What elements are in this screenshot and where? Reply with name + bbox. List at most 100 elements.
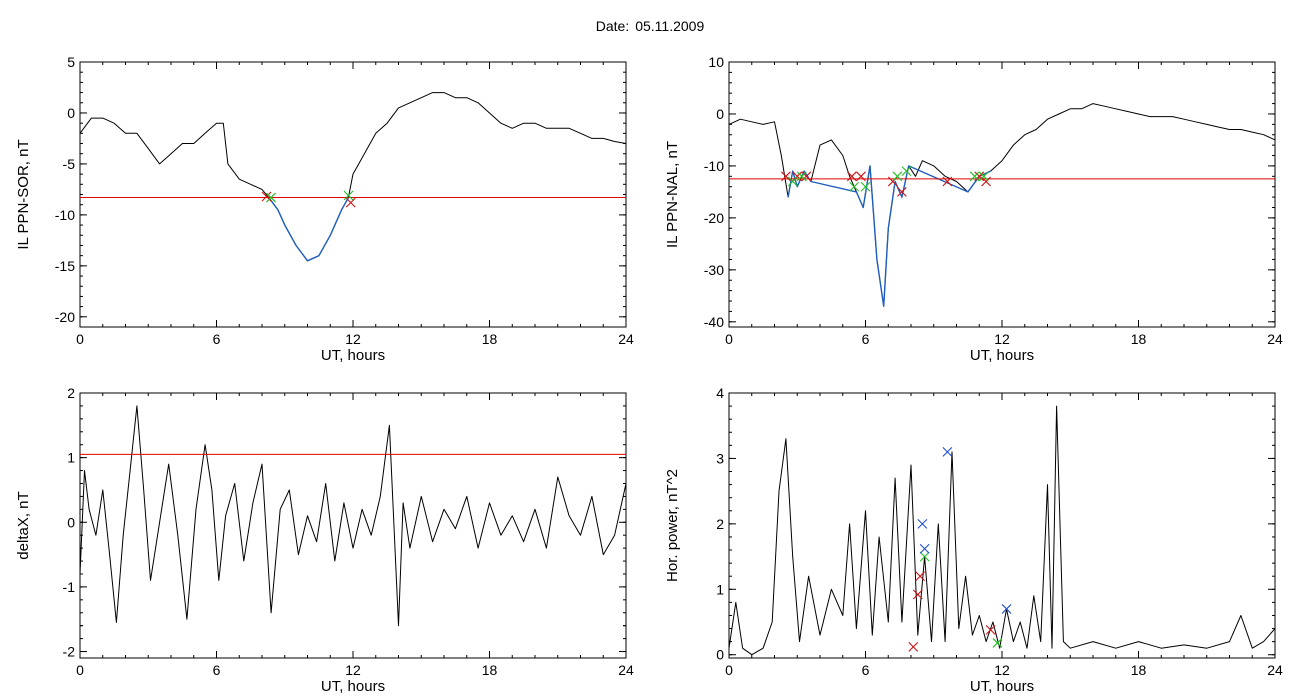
- plot-frame: [79, 61, 627, 328]
- marker-point: [266, 192, 276, 203]
- series-line-selected: [268, 197, 350, 262]
- marker-point: [892, 171, 903, 182]
- plot-frame: [79, 392, 627, 659]
- y-axis-label: IL PPN-SOR, nT: [15, 139, 32, 249]
- y-tick-label: -40: [704, 314, 724, 330]
- marker-point: [974, 171, 985, 182]
- y-tick-label: -10: [704, 158, 724, 174]
- marker-point: [969, 171, 980, 182]
- y-tick-label: -15: [55, 258, 75, 274]
- date-label: Date:: [595, 18, 630, 34]
- marker-point: [846, 171, 857, 182]
- series-line-trace: [729, 103, 1275, 307]
- x-tick-label: 0: [725, 662, 733, 678]
- y-tick-label: -5: [63, 156, 76, 172]
- y-tick-label: 1: [716, 581, 724, 597]
- x-tick-label: 24: [1267, 331, 1283, 347]
- marker-point: [985, 624, 996, 635]
- y-tick-label: -20: [55, 309, 75, 325]
- marker-point: [912, 589, 923, 600]
- x-tick-label: 6: [213, 331, 221, 347]
- panel-hor-power: 0 6 12 18 24 4 3 2 1 0 UT, hours Hor. power, nT^2: [664, 385, 1283, 695]
- marker-point: [915, 571, 925, 582]
- x-axis-label: UT, hours: [321, 678, 385, 695]
- marker-point: [796, 171, 807, 182]
- x-tick-label: 12: [994, 662, 1010, 678]
- marker-point: [856, 171, 866, 182]
- date-value: 05.11.2009: [635, 18, 705, 34]
- x-tick-label: 6: [862, 331, 870, 347]
- y-tick-label: 0: [716, 647, 724, 663]
- x-tick-label: 18: [1131, 331, 1147, 347]
- x-tick-label: 18: [1131, 662, 1147, 678]
- x-axis-label: UT, hours: [970, 347, 1034, 364]
- y-tick-label: -20: [704, 210, 724, 226]
- plot-area: [729, 405, 1275, 656]
- x-tick-label: 0: [76, 331, 84, 347]
- series-line-trace: [80, 405, 626, 627]
- plot-area: [80, 92, 626, 262]
- y-tick-label: 5: [67, 54, 75, 70]
- x-tick-label: 12: [994, 331, 1010, 347]
- panel-il-ppn-nal: 0 6 12 18 24 10 0 -10 -20 -30 -40 UT, hours IL PPN-N…: [664, 54, 1283, 364]
- series-line-trace: [729, 405, 1275, 656]
- y-tick-label: 0: [67, 105, 75, 121]
- y-axis-label: IL PPN-NAL, nT: [664, 141, 681, 248]
- marker-point: [978, 171, 989, 182]
- y-tick-label: -1: [63, 579, 76, 595]
- y-tick-label: 10: [708, 54, 724, 70]
- marker-point: [919, 551, 930, 562]
- marker-point: [780, 171, 791, 182]
- marker-point: [942, 176, 953, 187]
- plot-area: [80, 405, 626, 627]
- marker-point: [981, 176, 991, 187]
- y-tick-label: -2: [63, 644, 76, 660]
- x-tick-label: 12: [345, 331, 361, 347]
- x-axis-label: UT, hours: [321, 347, 385, 364]
- y-tick-label: 0: [716, 106, 724, 122]
- marker-point: [1001, 604, 1012, 614]
- y-axis-label: deltaX, nT: [15, 491, 32, 559]
- y-tick-label: 1: [67, 450, 75, 466]
- x-tick-label: 18: [482, 662, 498, 678]
- marker-point: [992, 638, 1003, 648]
- x-tick-label: 24: [1267, 662, 1283, 678]
- y-tick-label: 2: [67, 385, 75, 401]
- marker-point: [343, 190, 354, 201]
- x-tick-label: 0: [725, 331, 733, 347]
- x-tick-label: 6: [862, 662, 870, 678]
- marker-point: [919, 543, 930, 554]
- panel-deltax: 0 6 12 18 24 2 1 0 -1 -2 UT, hours deltaX, nT: [15, 385, 634, 695]
- x-tick-label: 24: [618, 662, 634, 678]
- y-tick-label: -10: [55, 207, 75, 223]
- y-tick-label: -30: [704, 262, 724, 278]
- marker-point: [908, 641, 919, 652]
- y-tick-label: 3: [716, 450, 724, 466]
- figure-title: Date: 05.11.2009: [0, 18, 1300, 34]
- plot-frame: [728, 392, 1276, 659]
- marker-point: [942, 446, 953, 457]
- marker-point: [345, 197, 356, 208]
- x-tick-label: 18: [482, 331, 498, 347]
- marker-point: [917, 518, 928, 529]
- plot-area: [729, 103, 1275, 307]
- y-tick-label: 0: [67, 514, 75, 530]
- marker-point: [897, 187, 907, 197]
- y-tick-label: 4: [716, 385, 724, 401]
- x-tick-label: 24: [618, 331, 634, 347]
- y-tick-label: 2: [716, 516, 724, 532]
- marker-point: [801, 171, 812, 182]
- series-line-trace: [80, 92, 626, 262]
- plot-frame: [728, 61, 1276, 328]
- y-axis-label: Hor. power, nT^2: [664, 469, 681, 582]
- x-tick-label: 6: [213, 662, 221, 678]
- x-axis-label: UT, hours: [970, 678, 1034, 695]
- x-tick-label: 0: [76, 662, 84, 678]
- marker-point: [787, 176, 798, 187]
- panel-il-ppn-sor: 0 6 12 18 24 5 0 -5 -10 -15 -20 UT, hours IL PPN-SOR…: [15, 54, 634, 364]
- marker-point: [901, 166, 912, 177]
- x-tick-label: 12: [345, 662, 361, 678]
- marker-point: [860, 181, 871, 192]
- series-line-selected: [787, 165, 991, 307]
